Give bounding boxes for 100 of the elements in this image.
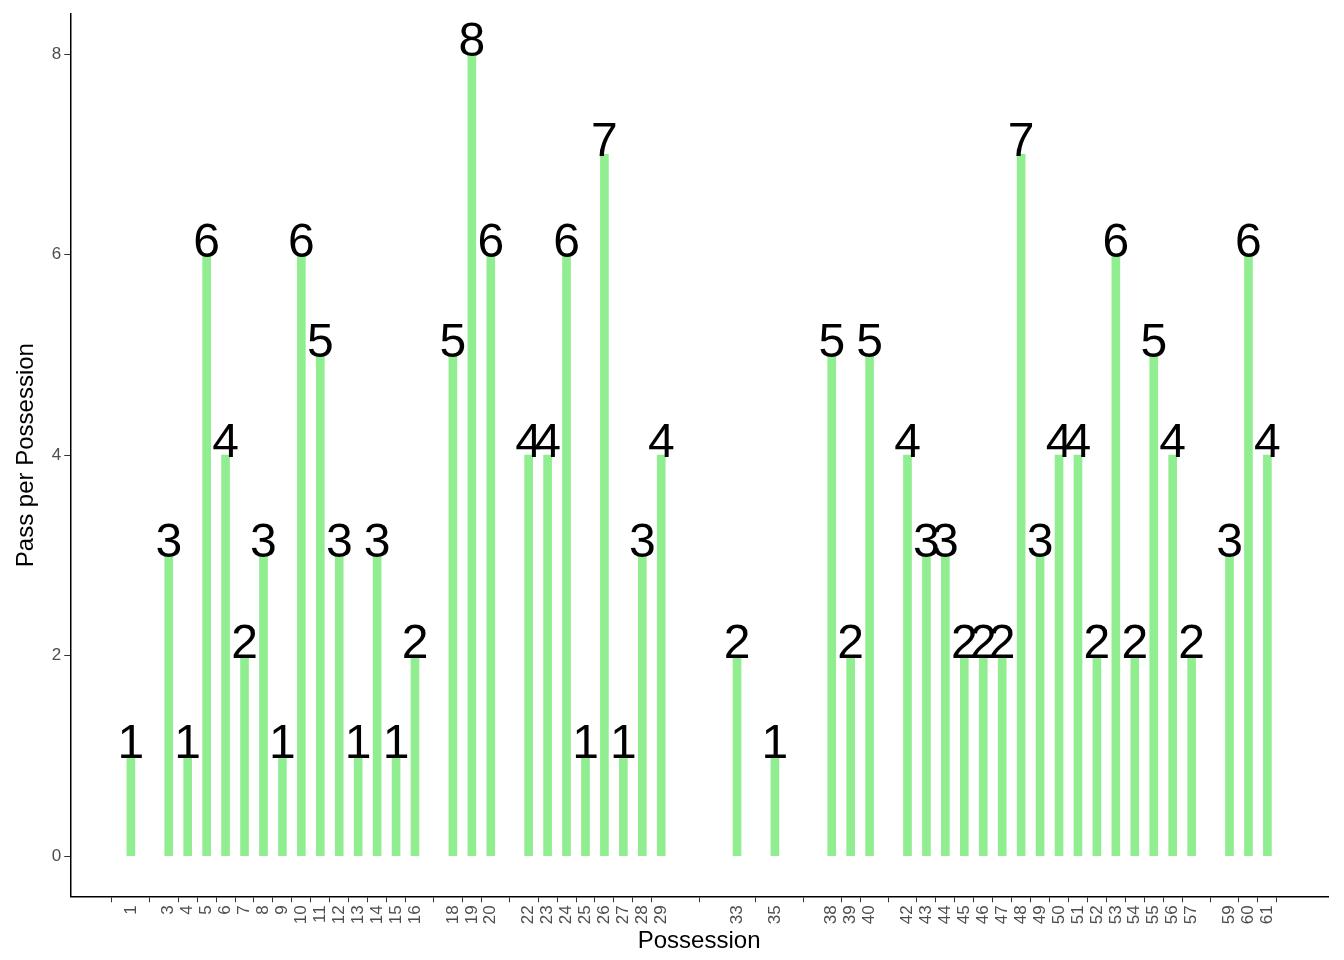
data-label: 5 <box>439 313 467 367</box>
x-axis-title: Possession <box>637 926 761 954</box>
x-tick-label: 59 <box>1219 905 1239 925</box>
x-tick-label: 7 <box>234 905 254 915</box>
data-label: 5 <box>818 313 846 367</box>
data-label: 3 <box>1026 514 1054 568</box>
x-tick-label: 22 <box>518 905 538 925</box>
x-tick-label: 8 <box>253 905 273 915</box>
x-tick-label: 46 <box>972 905 992 925</box>
x-tick-label: 39 <box>840 905 860 925</box>
x-tick-label: 57 <box>1181 905 1201 925</box>
y-tick-label: 0 <box>51 845 62 865</box>
x-tick-label: 43 <box>916 905 936 925</box>
bar <box>1016 154 1026 857</box>
x-tick-label: 56 <box>1162 905 1182 925</box>
x-tick-label: 38 <box>821 905 841 925</box>
data-label: 5 <box>1140 313 1168 367</box>
y-tick-label: 8 <box>51 43 62 63</box>
x-tick-label: 44 <box>935 905 955 925</box>
x-tick-label: 14 <box>366 905 386 925</box>
y-axis-title: Pass per Possession <box>11 343 39 568</box>
data-label: 6 <box>1235 213 1262 267</box>
data-label: 3 <box>1216 514 1243 568</box>
data-label: 8 <box>458 13 486 67</box>
x-tick-label: 29 <box>650 905 670 925</box>
bar <box>1035 555 1045 857</box>
data-label: 3 <box>250 514 277 568</box>
data-label: 2 <box>231 614 258 668</box>
x-tick-label: 45 <box>954 905 973 925</box>
x-tick-label: 42 <box>897 905 917 925</box>
x-tick-label: 27 <box>613 905 633 925</box>
bar <box>1225 555 1234 857</box>
x-tick-label: 28 <box>631 905 651 925</box>
x-tick-label: 19 <box>461 905 481 925</box>
x-tick-label: 47 <box>991 905 1011 925</box>
x-tick-label: 51 <box>1067 905 1087 925</box>
x-tick-label: 26 <box>594 905 614 925</box>
data-label: 5 <box>306 313 334 367</box>
x-tick-label: 60 <box>1238 905 1258 925</box>
data-label: 2 <box>401 614 429 668</box>
data-label: 7 <box>591 113 618 167</box>
data-label: 6 <box>553 213 580 267</box>
bar <box>637 555 647 857</box>
x-tick-label: 1 <box>120 905 140 915</box>
data-label: 5 <box>856 313 883 367</box>
x-tick-label: 55 <box>1143 905 1163 925</box>
data-label: 6 <box>287 213 315 267</box>
x-tick-label: 50 <box>1048 905 1068 925</box>
data-label: 3 <box>628 514 656 568</box>
data-label: 3 <box>363 514 391 568</box>
x-tick-label: 11 <box>309 905 329 923</box>
x-tick-label: 6 <box>215 905 235 915</box>
data-label: 1 <box>761 714 789 768</box>
x-tick-label: 12 <box>328 905 348 925</box>
x-tick-label: 4 <box>177 905 197 915</box>
data-label: 2 <box>723 614 751 668</box>
data-label: 3 <box>155 514 183 568</box>
bar <box>600 154 609 857</box>
data-label: 1 <box>344 714 372 768</box>
bar <box>372 555 382 857</box>
x-tick-label: 5 <box>196 905 216 915</box>
data-label: 2 <box>1083 614 1111 668</box>
data-label: 4 <box>1159 414 1187 468</box>
data-label: 1 <box>572 714 599 768</box>
x-tick-label: 53 <box>1105 905 1125 925</box>
y-tick-label: 6 <box>51 244 62 264</box>
x-tick-label: 24 <box>556 905 576 925</box>
data-label: 6 <box>1102 213 1130 267</box>
bar <box>164 555 174 857</box>
x-tick-label: 48 <box>1010 905 1030 925</box>
x-tick-label: 35 <box>764 905 784 925</box>
data-label: 4 <box>894 414 921 468</box>
bar <box>334 555 344 857</box>
x-tick-label: 18 <box>442 905 462 925</box>
data-label: 4 <box>212 414 239 468</box>
y-tick-label: 4 <box>51 444 62 464</box>
data-label: 1 <box>269 714 296 768</box>
x-tick-label: 10 <box>291 905 311 925</box>
x-tick-label: 54 <box>1124 905 1144 925</box>
x-tick-label: 20 <box>480 905 500 925</box>
data-label: 6 <box>477 213 505 267</box>
bar <box>941 555 950 857</box>
data-label: 3 <box>325 514 353 568</box>
x-tick-label: 13 <box>347 905 367 925</box>
x-tick-label: 23 <box>537 905 557 925</box>
x-tick-label: 33 <box>726 905 746 925</box>
x-tick-label: 9 <box>272 905 292 915</box>
data-label: 4 <box>1254 414 1281 468</box>
data-label: 4 <box>647 414 675 468</box>
data-label: 2 <box>837 614 865 668</box>
x-tick-label: 61 <box>1257 905 1277 925</box>
data-label: 2 <box>1178 614 1205 668</box>
bar <box>922 555 931 857</box>
bar <box>259 555 268 857</box>
data-label: 1 <box>174 714 202 768</box>
data-label: 7 <box>1007 113 1035 167</box>
x-tick-label: 16 <box>404 905 424 925</box>
x-tick-label: 40 <box>859 905 879 925</box>
x-tick-label: 25 <box>575 905 595 925</box>
y-tick-label: 2 <box>51 645 62 665</box>
